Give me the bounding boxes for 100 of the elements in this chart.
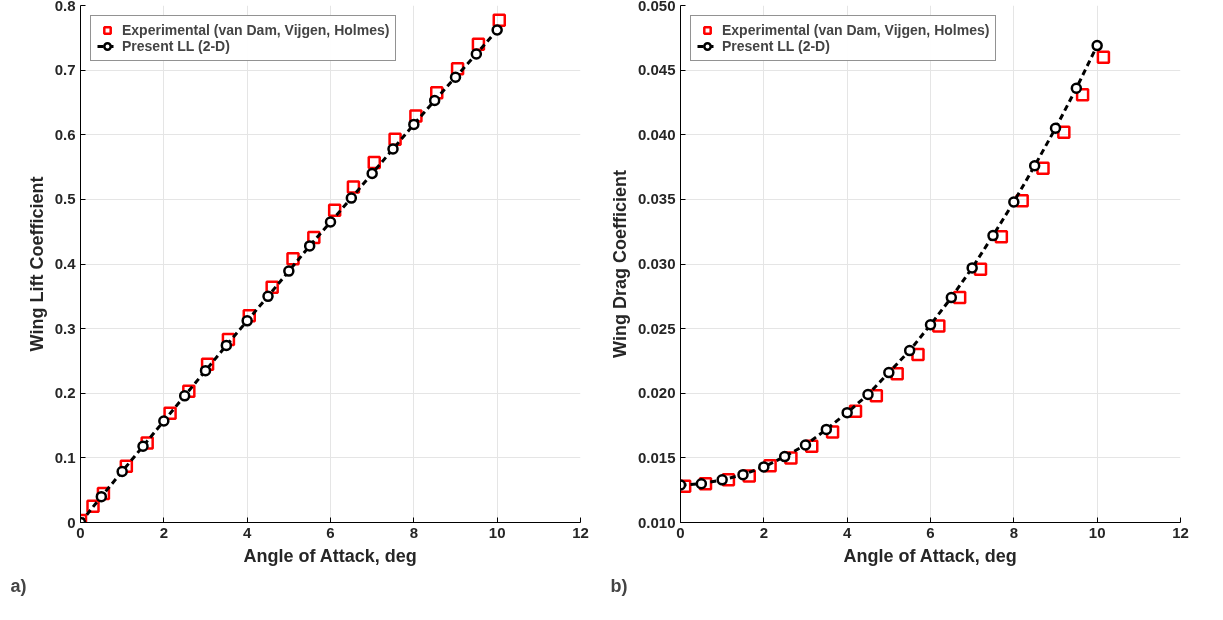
point [262, 290, 274, 303]
x-tick-label: 12 [572, 523, 589, 541]
point [241, 315, 253, 327]
point [869, 389, 884, 403]
point [890, 367, 904, 381]
x-tick-label: 4 [843, 523, 852, 541]
legend-label: Present LL (2-D) [122, 38, 230, 54]
y-tick-label: 0.045 [637, 61, 676, 79]
legend-label: Present LL (2-D) [722, 38, 830, 54]
y-tick-label: 0.6 [54, 125, 76, 143]
text: a) [10, 575, 27, 596]
x-tick-label: 2 [159, 523, 169, 541]
x-tick-label: 10 [1088, 523, 1106, 541]
point [163, 406, 177, 421]
point [116, 465, 128, 478]
y-tick-label: 0.1 [54, 448, 76, 466]
point [1057, 125, 1071, 139]
x-axis-title: Angle of Attack, deg [243, 545, 417, 566]
point [952, 290, 967, 305]
point [1049, 122, 1062, 135]
point [182, 384, 196, 399]
point [387, 143, 399, 155]
point [763, 458, 777, 473]
y-tick-label: 0.010 [637, 513, 676, 531]
point [716, 474, 728, 486]
point [883, 366, 895, 379]
point [1096, 50, 1111, 64]
point [303, 240, 316, 252]
y-tick-label: 0.4 [54, 255, 77, 272]
text: b) [610, 575, 628, 596]
x-tick-label: 6 [326, 523, 335, 541]
point [178, 390, 191, 402]
legend-label: Experimental (van Dam, Vijgen, Holmes) [722, 22, 990, 38]
point [95, 490, 108, 503]
y-tick-label: 0.3 [54, 319, 76, 337]
point [945, 291, 958, 304]
point [805, 439, 819, 453]
x-tick-label: 8 [1009, 523, 1019, 541]
point [221, 332, 236, 347]
y-tick-label: 0.035 [637, 190, 676, 208]
point [96, 486, 111, 501]
point [994, 230, 1009, 244]
point [698, 476, 713, 491]
point [903, 344, 916, 357]
point [841, 406, 853, 419]
x-tick-label: 10 [488, 523, 506, 541]
y-tick-label: 0.050 [637, 0, 676, 14]
y-axis-title: Wing Drag Coefficient [609, 170, 630, 358]
point [158, 415, 170, 427]
point [1036, 161, 1050, 176]
legend-label: Experimental (van Dam, Vijgen, Holmes) [122, 22, 390, 38]
point [1008, 196, 1020, 208]
point [366, 167, 378, 180]
point [911, 347, 925, 362]
point [265, 280, 279, 295]
point [491, 24, 503, 36]
point [137, 440, 149, 452]
point [737, 468, 749, 481]
y-tick-label: 0.025 [637, 319, 676, 337]
point [408, 118, 420, 131]
point [324, 216, 337, 228]
y-tick-label: 0.7 [54, 61, 76, 79]
point [758, 461, 770, 473]
point [784, 451, 798, 465]
point [987, 229, 999, 242]
point [1028, 160, 1041, 172]
y-axis-title: Wing Lift Coefficient [26, 176, 47, 352]
point [820, 423, 833, 436]
point [220, 339, 233, 352]
point [283, 265, 295, 277]
point [1075, 87, 1090, 102]
x-tick-label: 8 [409, 523, 419, 541]
point [327, 203, 342, 218]
x-axis-title: Angle of Attack, deg [843, 545, 1017, 566]
point [470, 48, 483, 60]
point [1091, 39, 1103, 52]
point [966, 262, 978, 274]
point [345, 192, 358, 204]
point [119, 459, 134, 474]
point [492, 13, 506, 28]
point [862, 388, 874, 401]
x-tick-label: 12 [1172, 523, 1189, 541]
point [199, 364, 212, 377]
x-tick-label: 4 [243, 523, 252, 541]
point [695, 477, 708, 490]
point [449, 71, 462, 83]
point [932, 319, 946, 333]
point [848, 404, 863, 419]
point [825, 425, 840, 439]
y-tick-label: 0.015 [637, 448, 676, 466]
x-tick-label: 2 [759, 523, 769, 541]
point [778, 450, 791, 463]
point [409, 109, 423, 123]
x-tick-label: 6 [926, 523, 935, 541]
point [200, 357, 215, 371]
y-tick-label: 0.040 [637, 125, 676, 143]
point [1070, 82, 1083, 94]
y-tick-label: 0.8 [54, 0, 76, 14]
point [140, 436, 154, 450]
y-tick-label: 0.020 [637, 384, 676, 402]
